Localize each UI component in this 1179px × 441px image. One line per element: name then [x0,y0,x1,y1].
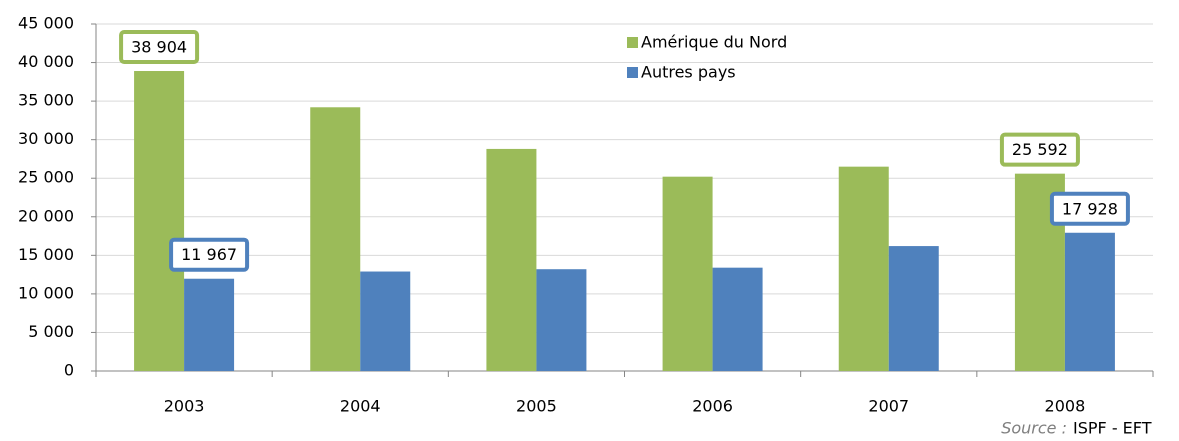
bar [184,278,235,371]
bar [888,246,939,371]
bar [134,71,185,372]
value-label: 11 967 [181,245,237,264]
y-tick-label: 30 000 [18,129,74,148]
bar [662,176,713,371]
legend-swatch [627,37,638,48]
bar [486,148,537,371]
bar [712,267,763,371]
y-tick-label: 10 000 [18,283,74,302]
value-label-box [119,30,200,65]
x-tick-label: 2007 [868,397,909,416]
bar [536,269,587,371]
bar [1064,232,1115,371]
value-label: 25 592 [1012,140,1068,159]
legend-label: Amérique du Nord [641,33,787,52]
bar [360,271,411,371]
x-tick-label: 2008 [1045,397,1086,416]
bar [310,107,361,371]
y-tick-label: 40 000 [18,52,74,71]
x-tick-label: 2003 [164,397,205,416]
source: ISPF - EFT [1073,419,1152,438]
value-label-box [999,132,1080,167]
y-tick-label: 25 000 [18,168,74,187]
bar [838,166,889,371]
y-tick-label: 45 000 [18,14,74,33]
x-tick-label: 2004 [340,397,381,416]
x-tick-label: 2006 [692,397,733,416]
source-label: Source : [1001,419,1067,438]
legend-label: Autres pays [641,63,736,82]
value-label-box [169,237,250,272]
value-label: 17 928 [1062,199,1118,218]
legend-swatch [627,67,638,78]
value-label-box [1049,191,1130,226]
y-tick-label: 15 000 [18,245,74,264]
value-label: 38 904 [131,38,187,57]
x-tick-label: 2005 [516,397,557,416]
y-tick-label: 5 000 [28,322,74,341]
y-tick-label: 35 000 [18,91,74,110]
y-tick-label: 0 [64,361,74,380]
y-tick-label: 20 000 [18,206,74,225]
